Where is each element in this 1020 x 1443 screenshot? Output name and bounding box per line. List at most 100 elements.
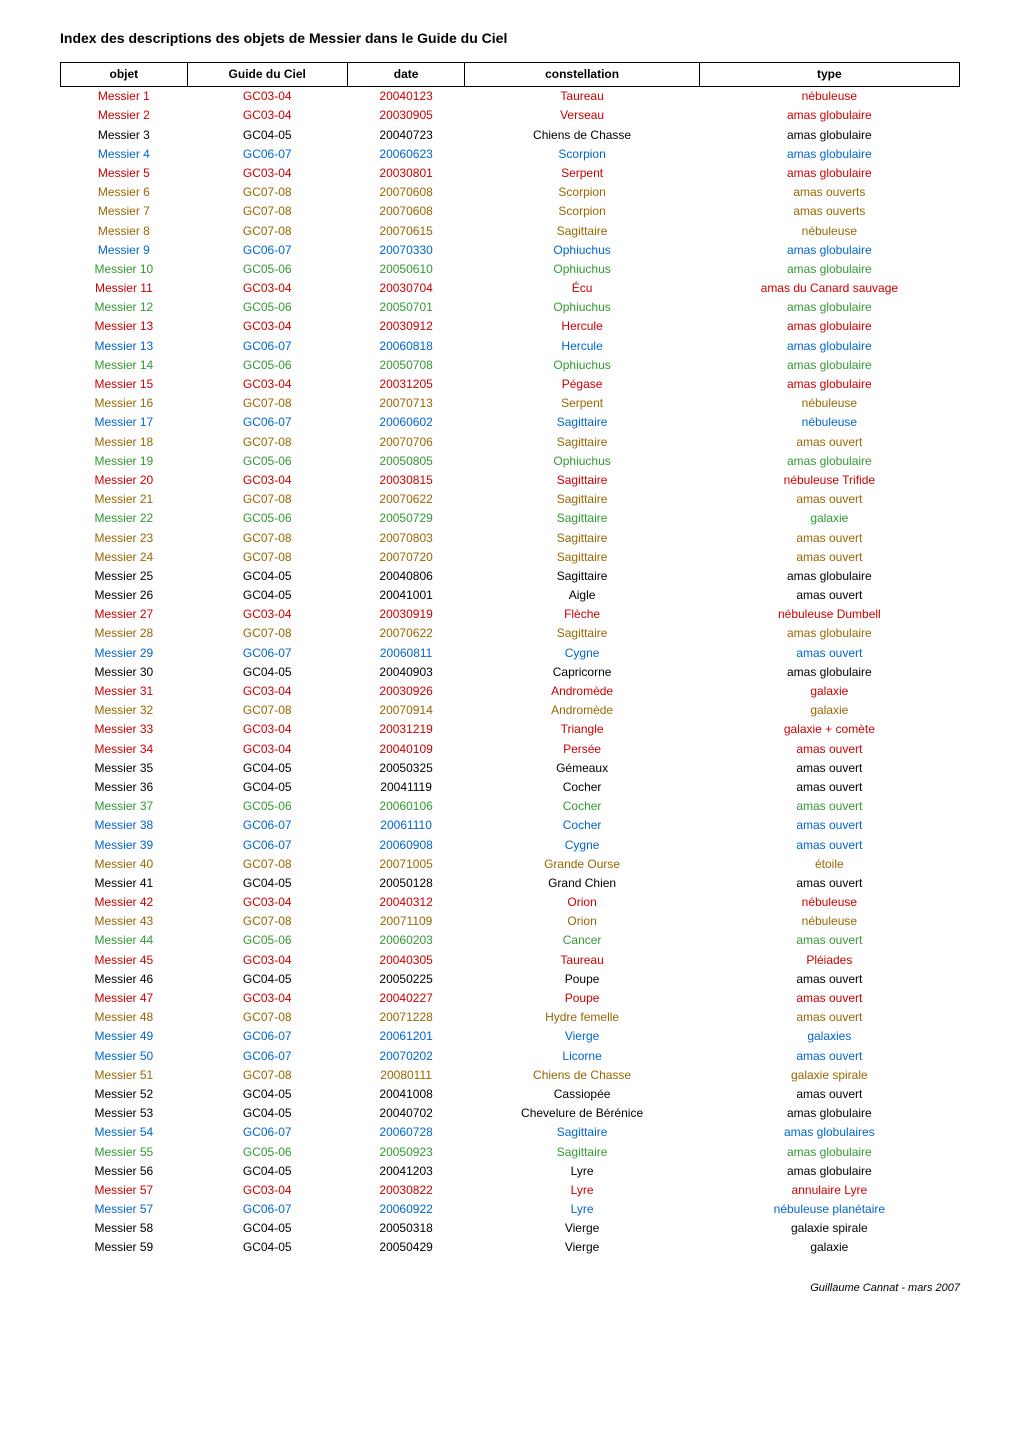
- table-row[interactable]: Messier 8GC07-0820070615Sagittairenébule…: [61, 222, 960, 241]
- cell-const: Licorne: [465, 1047, 699, 1066]
- table-row[interactable]: Messier 26GC04-0520041001Aigleamas ouver…: [61, 586, 960, 605]
- table-row[interactable]: Messier 11GC03-0420030704Écuamas du Cana…: [61, 279, 960, 298]
- table-row[interactable]: Messier 31GC03-0420030926Andromèdegalaxi…: [61, 682, 960, 701]
- table-row[interactable]: Messier 15GC03-0420031205Pégaseamas glob…: [61, 375, 960, 394]
- table-row[interactable]: Messier 53GC04-0520040702Chevelure de Bé…: [61, 1104, 960, 1123]
- table-row[interactable]: Messier 29GC06-0720060811Cygneamas ouver…: [61, 644, 960, 663]
- cell-guide: GC04-05: [187, 663, 347, 682]
- cell-objet: Messier 45: [61, 951, 188, 970]
- table-row[interactable]: Messier 34GC03-0420040109Perséeamas ouve…: [61, 740, 960, 759]
- cell-date: 20060602: [347, 413, 465, 432]
- table-row[interactable]: Messier 55GC05-0620050923Sagittaireamas …: [61, 1143, 960, 1162]
- table-row[interactable]: Messier 45GC03-0420040305TaureauPléiades: [61, 951, 960, 970]
- table-row[interactable]: Messier 57GC03-0420030822Lyreannulaire L…: [61, 1181, 960, 1200]
- table-row[interactable]: Messier 4GC06-0720060623Scorpionamas glo…: [61, 145, 960, 164]
- table-row[interactable]: Messier 32GC07-0820070914Andromèdegalaxi…: [61, 701, 960, 720]
- cell-const: Serpent: [465, 394, 699, 413]
- table-row[interactable]: Messier 46GC04-0520050225Poupeamas ouver…: [61, 970, 960, 989]
- cell-const: Ophiuchus: [465, 298, 699, 317]
- cell-date: 20041008: [347, 1085, 465, 1104]
- table-row[interactable]: Messier 50GC06-0720070202Licorneamas ouv…: [61, 1047, 960, 1066]
- table-row[interactable]: Messier 23GC07-0820070803Sagittaireamas …: [61, 529, 960, 548]
- cell-objet: Messier 24: [61, 548, 188, 567]
- table-row[interactable]: Messier 43GC07-0820071109Orionnébuleuse: [61, 912, 960, 931]
- table-row[interactable]: Messier 6GC07-0820070608Scorpionamas ouv…: [61, 183, 960, 202]
- table-row[interactable]: Messier 9GC06-0720070330Ophiuchusamas gl…: [61, 241, 960, 260]
- table-row[interactable]: Messier 27GC03-0420030919Flèchenébuleuse…: [61, 605, 960, 624]
- cell-date: 20070615: [347, 222, 465, 241]
- table-row[interactable]: Messier 51GC07-0820080111Chiens de Chass…: [61, 1066, 960, 1085]
- table-row[interactable]: Messier 58GC04-0520050318Viergegalaxie s…: [61, 1219, 960, 1238]
- table-row[interactable]: Messier 52GC04-0520041008Cassiopéeamas o…: [61, 1085, 960, 1104]
- cell-date: 20031219: [347, 720, 465, 739]
- table-row[interactable]: Messier 13GC03-0420030912Herculeamas glo…: [61, 317, 960, 336]
- table-row[interactable]: Messier 14GC05-0620050708Ophiuchusamas g…: [61, 356, 960, 375]
- cell-date: 20030704: [347, 279, 465, 298]
- table-row[interactable]: Messier 48GC07-0820071228Hydre femelleam…: [61, 1008, 960, 1027]
- table-row[interactable]: Messier 3GC04-0520040723Chiens de Chasse…: [61, 126, 960, 145]
- table-row[interactable]: Messier 24GC07-0820070720Sagittaireamas …: [61, 548, 960, 567]
- table-row[interactable]: Messier 18GC07-0820070706Sagittaireamas …: [61, 433, 960, 452]
- table-row[interactable]: Messier 1GC03-0420040123Taureaunébuleuse: [61, 87, 960, 107]
- table-row[interactable]: Messier 12GC05-0620050701Ophiuchusamas g…: [61, 298, 960, 317]
- cell-date: 20050708: [347, 356, 465, 375]
- cell-date: 20070608: [347, 183, 465, 202]
- cell-date: 20040723: [347, 126, 465, 145]
- table-row[interactable]: Messier 16GC07-0820070713Serpentnébuleus…: [61, 394, 960, 413]
- table-row[interactable]: Messier 5GC03-0420030801Serpentamas glob…: [61, 164, 960, 183]
- cell-date: 20070622: [347, 490, 465, 509]
- table-row[interactable]: Messier 56GC04-0520041203Lyreamas globul…: [61, 1162, 960, 1181]
- cell-guide: GC03-04: [187, 893, 347, 912]
- table-row[interactable]: Messier 28GC07-0820070622Sagittaireamas …: [61, 624, 960, 643]
- table-row[interactable]: Messier 13GC06-0720060818Herculeamas glo…: [61, 337, 960, 356]
- cell-type: amas globulaire: [699, 624, 959, 643]
- table-row[interactable]: Messier 25GC04-0520040806Sagittaireamas …: [61, 567, 960, 586]
- table-row[interactable]: Messier 57GC06-0720060922Lyrenébuleuse p…: [61, 1200, 960, 1219]
- table-row[interactable]: Messier 41GC04-0520050128Grand Chienamas…: [61, 874, 960, 893]
- cell-date: 20050923: [347, 1143, 465, 1162]
- cell-guide: GC06-07: [187, 816, 347, 835]
- table-row[interactable]: Messier 20GC03-0420030815Sagittairenébul…: [61, 471, 960, 490]
- table-row[interactable]: Messier 44GC05-0620060203Canceramas ouve…: [61, 931, 960, 950]
- cell-date: 20040702: [347, 1104, 465, 1123]
- cell-guide: GC07-08: [187, 912, 347, 931]
- cell-guide: GC04-05: [187, 759, 347, 778]
- table-row[interactable]: Messier 36GC04-0520041119Cocheramas ouve…: [61, 778, 960, 797]
- table-row[interactable]: Messier 2GC03-0420030905Verseauamas glob…: [61, 106, 960, 125]
- table-row[interactable]: Messier 38GC06-0720061110Cocheramas ouve…: [61, 816, 960, 835]
- cell-objet: Messier 22: [61, 509, 188, 528]
- cell-const: Cancer: [465, 931, 699, 950]
- table-row[interactable]: Messier 47GC03-0420040227Poupeamas ouver…: [61, 989, 960, 1008]
- table-row[interactable]: Messier 19GC05-0620050805Ophiuchusamas g…: [61, 452, 960, 471]
- table-row[interactable]: Messier 49GC06-0720061201Viergegalaxies: [61, 1027, 960, 1046]
- cell-objet: Messier 2: [61, 106, 188, 125]
- cell-guide: GC07-08: [187, 529, 347, 548]
- table-row[interactable]: Messier 22GC05-0620050729Sagittairegalax…: [61, 509, 960, 528]
- cell-date: 20030926: [347, 682, 465, 701]
- cell-date: 20030822: [347, 1181, 465, 1200]
- cell-type: amas ouvert: [699, 1008, 959, 1027]
- table-row[interactable]: Messier 35GC04-0520050325Gémeauxamas ouv…: [61, 759, 960, 778]
- cell-objet: Messier 46: [61, 970, 188, 989]
- cell-type: amas ouvert: [699, 989, 959, 1008]
- cell-date: 20041001: [347, 586, 465, 605]
- table-row[interactable]: Messier 10GC05-0620050610Ophiuchusamas g…: [61, 260, 960, 279]
- cell-guide: GC03-04: [187, 279, 347, 298]
- cell-date: 20060106: [347, 797, 465, 816]
- cell-type: amas globulaire: [699, 1143, 959, 1162]
- cell-objet: Messier 21: [61, 490, 188, 509]
- page-title: Index des descriptions des objets de Mes…: [60, 30, 960, 46]
- cell-const: Cocher: [465, 778, 699, 797]
- table-row[interactable]: Messier 54GC06-0720060728Sagittaireamas …: [61, 1123, 960, 1142]
- table-row[interactable]: Messier 21GC07-0820070622Sagittaireamas …: [61, 490, 960, 509]
- table-row[interactable]: Messier 40GC07-0820071005Grande Ourseéto…: [61, 855, 960, 874]
- table-row[interactable]: Messier 37GC05-0620060106Cocheramas ouve…: [61, 797, 960, 816]
- table-row[interactable]: Messier 42GC03-0420040312Orionnébuleuse: [61, 893, 960, 912]
- table-row[interactable]: Messier 39GC06-0720060908Cygneamas ouver…: [61, 836, 960, 855]
- table-row[interactable]: Messier 30GC04-0520040903Capricorneamas …: [61, 663, 960, 682]
- table-row[interactable]: Messier 7GC07-0820070608Scorpionamas ouv…: [61, 202, 960, 221]
- table-row[interactable]: Messier 17GC06-0720060602Sagittairenébul…: [61, 413, 960, 432]
- table-row[interactable]: Messier 59GC04-0520050429Viergegalaxie: [61, 1238, 960, 1257]
- cell-objet: Messier 28: [61, 624, 188, 643]
- table-row[interactable]: Messier 33GC03-0420031219Trianglegalaxie…: [61, 720, 960, 739]
